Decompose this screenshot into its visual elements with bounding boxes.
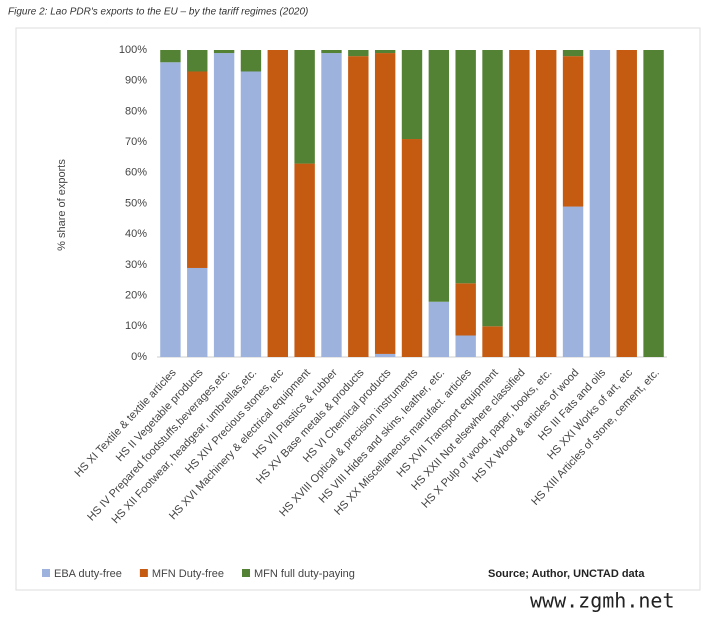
chart-title: Figure 2: Lao PDR's exports to the EU – … <box>8 7 308 18</box>
y-tick-label: 70% <box>125 136 147 148</box>
bar-segment <box>589 50 611 357</box>
legend-swatch <box>139 569 148 577</box>
source: Source; Author, UNCTAD data <box>488 568 645 580</box>
legend-label: MFN full duty-paying <box>254 568 355 580</box>
bar-segment <box>643 50 664 357</box>
bar-segment <box>160 62 181 357</box>
bar-segment <box>160 50 181 63</box>
y-tick-label: 100% <box>119 44 147 56</box>
y-tick-label: 80% <box>125 105 147 117</box>
y-tick-label: 20% <box>125 290 147 302</box>
bar-segment <box>294 50 315 164</box>
bar-segment <box>428 301 450 357</box>
legend-swatch <box>42 569 50 577</box>
y-tick-label: 10% <box>125 320 147 332</box>
bar-segment <box>348 56 369 357</box>
bar-segment <box>616 50 637 357</box>
chart-frame <box>15 27 701 591</box>
bar-segment <box>294 163 315 357</box>
legend-label: EBA duty-free <box>54 568 122 580</box>
bar-segment <box>562 206 584 357</box>
bar-segment <box>562 50 584 57</box>
bar-segment <box>482 326 503 357</box>
y-tick-label: 50% <box>125 197 147 209</box>
bar-segment <box>321 53 342 357</box>
watermark: www.zgmh.net <box>530 589 675 613</box>
bar-segment <box>482 50 503 327</box>
bar-segment <box>401 139 423 357</box>
bar-segment <box>428 50 450 302</box>
legend-label: MFN Duty-free <box>152 568 224 580</box>
bar-segment <box>401 50 423 140</box>
bar-segment <box>187 71 208 268</box>
bar-segment <box>562 56 584 207</box>
bar-segment <box>187 267 208 357</box>
bar-segment <box>187 50 208 72</box>
bar-segment <box>536 50 557 357</box>
bar-segment <box>374 353 396 357</box>
y-tick-label: 60% <box>125 167 147 179</box>
bar-segment <box>374 50 396 54</box>
bar-segment <box>455 50 476 284</box>
legend-swatch <box>242 569 250 577</box>
bar-segment <box>267 50 288 357</box>
bar-segment <box>455 283 476 336</box>
bar-segment <box>240 71 262 358</box>
y-tick-label: 0% <box>131 351 147 363</box>
y-axis-title: % share of exports <box>56 159 68 251</box>
bar-segment <box>321 50 342 54</box>
bar-segment <box>213 53 235 357</box>
bar-segment <box>374 53 396 354</box>
y-tick-label: 30% <box>125 259 147 271</box>
y-tick-label: 40% <box>125 228 147 240</box>
bar-segment <box>455 335 476 357</box>
bar-segment <box>240 50 262 72</box>
bar-segment <box>348 50 369 57</box>
bar-segment <box>509 50 530 357</box>
y-tick-label: 90% <box>125 75 147 87</box>
bar-segment <box>213 50 235 54</box>
